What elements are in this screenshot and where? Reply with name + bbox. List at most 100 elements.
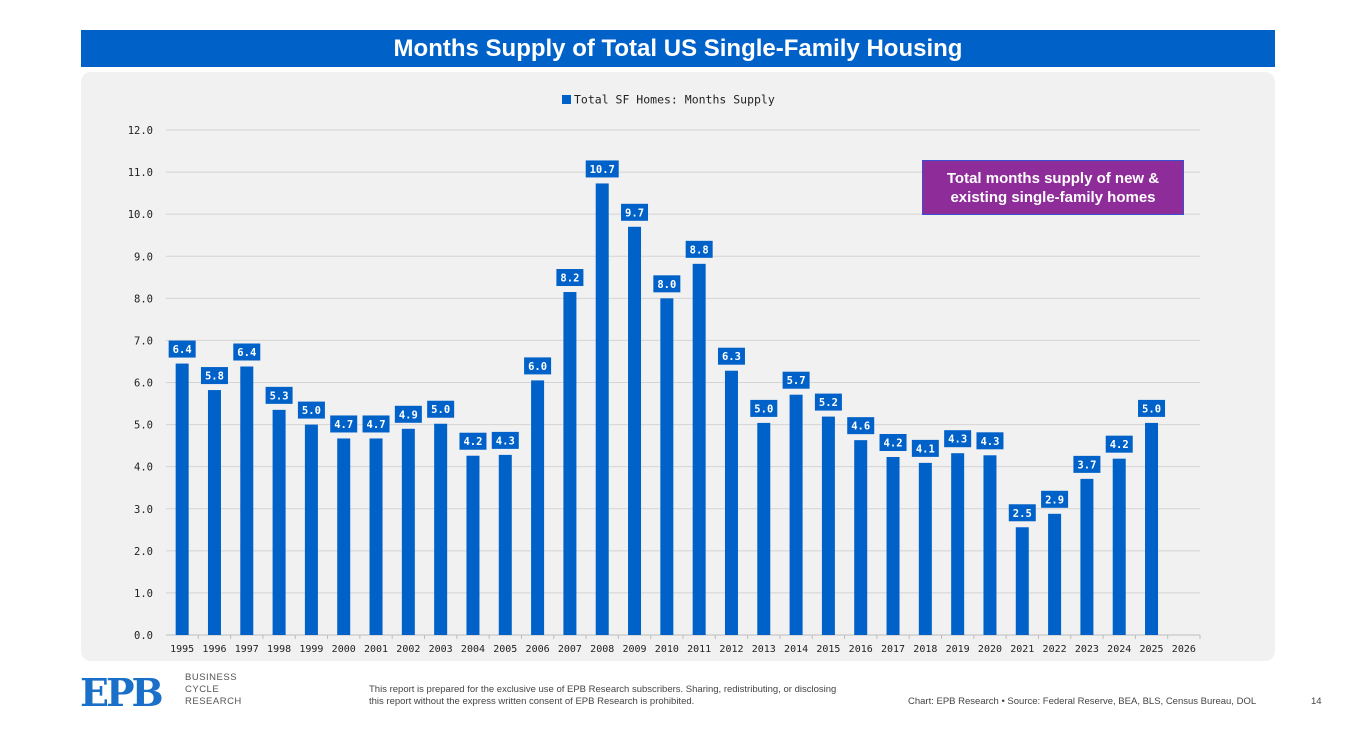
data-label-box xyxy=(1073,455,1101,473)
bar xyxy=(401,428,415,635)
data-label: 5.0 xyxy=(754,403,773,415)
bar xyxy=(240,366,254,635)
x-tick-label: 2026 xyxy=(1172,644,1196,655)
x-tick-label: 2007 xyxy=(558,644,582,655)
x-tick-label: 2004 xyxy=(461,644,485,655)
data-label-box xyxy=(362,415,390,433)
bar xyxy=(1048,513,1062,635)
x-tick-label: 2005 xyxy=(493,644,517,655)
bar xyxy=(434,423,448,635)
data-label: 4.1 xyxy=(916,443,935,455)
y-tick-label: 3.0 xyxy=(134,504,153,516)
bar xyxy=(272,409,286,635)
data-label-box xyxy=(814,393,842,411)
logo-line-3: RESEARCH xyxy=(185,696,242,707)
data-label-box xyxy=(911,439,939,457)
y-tick-label: 7.0 xyxy=(134,335,153,347)
data-label: 3.7 xyxy=(1077,459,1096,471)
x-tick-label: 2008 xyxy=(590,644,614,655)
data-label: 4.7 xyxy=(367,419,386,431)
bar xyxy=(1080,478,1094,635)
data-label-box xyxy=(585,160,619,178)
y-tick-label: 1.0 xyxy=(134,588,153,600)
data-label: 4.3 xyxy=(496,435,515,447)
data-label: 5.0 xyxy=(1142,403,1161,415)
x-tick-label: 2001 xyxy=(364,644,388,655)
bar xyxy=(660,298,674,635)
data-label-box xyxy=(1041,490,1069,508)
logo-line-2: CYCLE xyxy=(185,684,220,695)
data-label-box xyxy=(556,269,584,287)
data-label-box xyxy=(265,386,293,404)
x-tick-label: 2019 xyxy=(946,644,970,655)
data-label: 9.7 xyxy=(625,207,644,219)
data-label: 5.7 xyxy=(787,375,806,387)
data-label-box xyxy=(168,340,196,358)
logo-mark: EPB xyxy=(80,674,163,710)
data-label: 4.6 xyxy=(851,421,870,433)
data-label-box xyxy=(233,343,261,361)
data-label: 6.4 xyxy=(173,344,192,356)
bar xyxy=(1112,458,1126,635)
data-label: 5.0 xyxy=(431,404,450,416)
data-label: 5.3 xyxy=(270,390,289,402)
bar xyxy=(692,263,706,635)
y-tick-label: 11.0 xyxy=(128,167,153,179)
bar xyxy=(821,416,835,635)
source-text: Chart: EPB Research • Source: Federal Re… xyxy=(908,696,1257,707)
x-tick-label: 2021 xyxy=(1010,644,1034,655)
data-label-box xyxy=(1008,504,1036,522)
bar xyxy=(304,424,318,635)
x-tick-label: 2024 xyxy=(1107,644,1131,655)
bar xyxy=(789,394,803,635)
data-label-box xyxy=(717,347,745,365)
bar xyxy=(466,455,480,635)
annotation-text: Total months supply of new & existing si… xyxy=(946,169,1160,206)
bar xyxy=(498,454,512,635)
legend-label: Total SF Homes: Months Supply xyxy=(574,93,775,107)
x-tick-label: 1999 xyxy=(299,644,323,655)
bar xyxy=(983,455,997,635)
data-label: 10.7 xyxy=(590,164,615,176)
x-tick-label: 2018 xyxy=(913,644,937,655)
data-label-box xyxy=(621,203,649,221)
data-label-box xyxy=(847,417,875,435)
data-label-box xyxy=(427,400,455,418)
x-tick-label: 2012 xyxy=(719,644,743,655)
data-label-box xyxy=(459,432,487,450)
data-label-box xyxy=(653,275,681,293)
logo-line-1: BUSINESS xyxy=(185,672,238,683)
x-tick-label: 2009 xyxy=(622,644,646,655)
data-label-box xyxy=(330,415,358,433)
data-label-box xyxy=(750,399,778,417)
bar xyxy=(918,462,932,635)
data-label-box xyxy=(976,432,1004,450)
x-tick-label: 2016 xyxy=(849,644,873,655)
data-label-box xyxy=(1105,435,1133,453)
x-tick-label: 1998 xyxy=(267,644,291,655)
y-tick-label: 9.0 xyxy=(134,251,153,263)
data-label: 4.2 xyxy=(463,436,482,448)
chart-annotation: Total months supply of new & existing si… xyxy=(922,160,1184,215)
y-tick-label: 8.0 xyxy=(134,293,153,305)
x-tick-label: 2015 xyxy=(816,644,840,655)
data-label-box xyxy=(879,433,907,451)
y-tick-label: 12.0 xyxy=(128,125,153,137)
data-label: 4.3 xyxy=(980,436,999,448)
page-number: 14 xyxy=(1311,696,1322,707)
y-tick-label: 4.0 xyxy=(134,462,153,474)
data-label: 6.4 xyxy=(237,347,256,359)
bar xyxy=(951,453,965,635)
data-label: 5.0 xyxy=(302,405,321,417)
data-label-box xyxy=(524,357,552,375)
data-label: 6.3 xyxy=(722,351,741,363)
data-label-box xyxy=(944,430,972,448)
data-label-box xyxy=(297,401,325,419)
bar-chart: 0.0 1.0 2.0 3.0 4.0 5.0 6.0 7.0 8.0 9.0 10.0 11.0 12… xyxy=(128,93,1201,655)
x-tick-label: 2011 xyxy=(687,644,711,655)
y-tick-label: 6.0 xyxy=(134,378,153,390)
x-tick-label: 2002 xyxy=(396,644,420,655)
data-label: 2.5 xyxy=(1013,508,1032,520)
bar xyxy=(1145,422,1159,635)
data-label: 8.8 xyxy=(690,244,709,256)
